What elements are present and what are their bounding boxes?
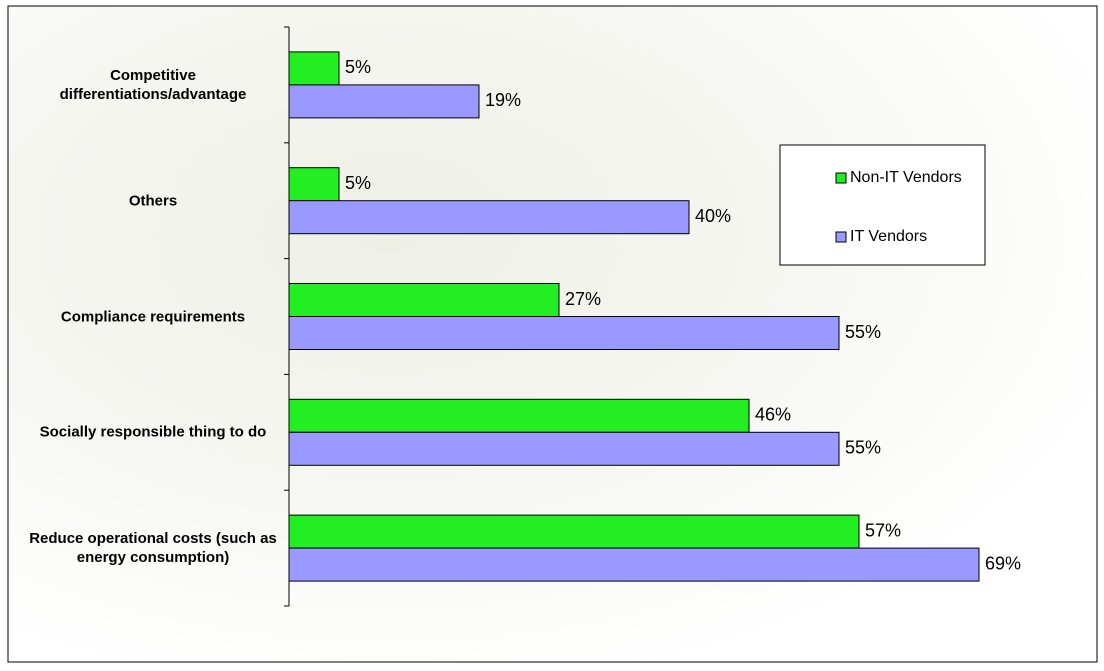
value-label: 55% [845, 322, 881, 342]
category-label: Socially responsible thing to do [39, 423, 267, 441]
value-label: 57% [865, 520, 901, 540]
value-label: 5% [345, 173, 371, 193]
bar [288, 283, 560, 317]
value-label: 27% [565, 289, 601, 309]
legend-swatch [835, 231, 847, 243]
legend-label: Non-IT Vendors [850, 169, 962, 186]
bar [288, 547, 980, 582]
bar [288, 84, 480, 119]
value-label: 55% [845, 438, 881, 458]
value-label: 69% [985, 553, 1021, 573]
bar [288, 431, 840, 466]
category-label: Reduce operational costs (such as energy… [29, 530, 277, 567]
value-label: 40% [695, 206, 731, 226]
value-label: 19% [485, 90, 521, 110]
bar [288, 398, 750, 433]
legend-label: IT Vendors [850, 228, 927, 245]
bar [288, 316, 840, 350]
value-label: 5% [345, 57, 371, 77]
bar [288, 167, 340, 202]
category-label: Competitive differentiations/advantage [59, 66, 247, 103]
legend-box [779, 144, 986, 266]
bar [288, 514, 860, 549]
category-label: Compliance requirements [60, 308, 246, 325]
legend-swatch [835, 172, 847, 184]
bar [288, 51, 340, 86]
value-label: 46% [755, 405, 791, 425]
bar [288, 200, 690, 235]
category-label: Others [128, 192, 178, 210]
